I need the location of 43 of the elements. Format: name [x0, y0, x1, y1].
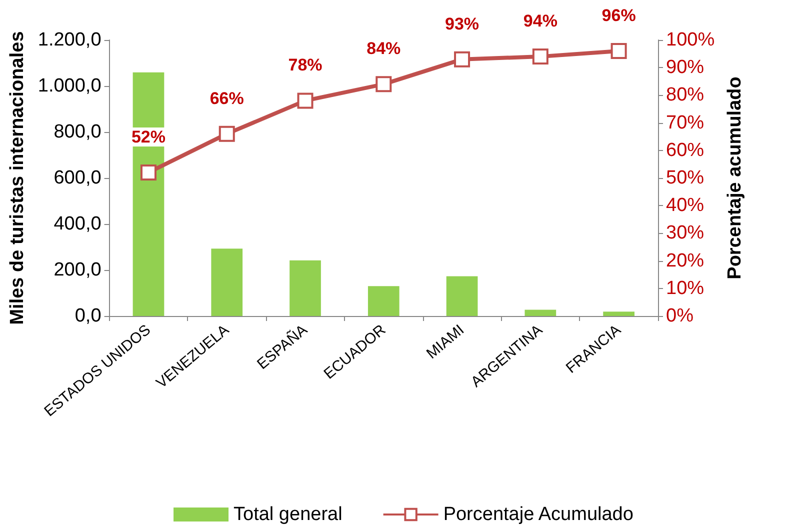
- data-label: 96%: [602, 6, 636, 26]
- point: [610, 43, 627, 60]
- y2-tick-label: 10%: [666, 278, 704, 299]
- bar: [603, 312, 634, 316]
- point: [532, 48, 548, 65]
- y2-axis-title: Porcentaje acumulado: [724, 76, 746, 280]
- y-axis-title: Miles de turistas internacionales: [7, 31, 28, 325]
- y-tick-label: 1.000,0: [38, 76, 102, 96]
- y-tick-label: 800,0: [54, 122, 102, 142]
- bar: [290, 260, 321, 316]
- y2-tick-label: 20%: [666, 250, 704, 272]
- bar: [211, 248, 243, 316]
- bar: [368, 286, 400, 316]
- y2-tick-label: 70%: [666, 112, 704, 134]
- y-tick-label: 200,0: [54, 260, 102, 280]
- y2-tick-label: 60%: [666, 140, 704, 161]
- data-label: 94%: [523, 12, 558, 31]
- y2-tick-label: 80%: [666, 84, 704, 106]
- y2-tick-label: 30%: [666, 222, 704, 244]
- bar: [132, 72, 164, 316]
- point: [140, 164, 156, 180]
- point: [218, 126, 235, 142]
- y2-tick-label: 100%: [666, 30, 715, 50]
- y-tick-label: 0,0: [74, 306, 102, 326]
- y2-tick-label: 40%: [666, 195, 704, 216]
- point: [376, 76, 392, 92]
- data-label: 84%: [366, 39, 401, 58]
- y-tick-label: 400,0: [54, 214, 102, 234]
- point: [454, 51, 470, 68]
- y2-tick-label: 50%: [666, 168, 704, 188]
- data-label: 93%: [445, 14, 480, 34]
- y-tick-label: 600,0: [54, 168, 102, 188]
- y2-tick-label: 0%: [666, 306, 694, 326]
- bar: [446, 276, 478, 316]
- legend-label: Total general: [234, 504, 342, 525]
- data-label: 52%: [131, 127, 166, 146]
- bar: [524, 310, 556, 316]
- y2-tick-label: 90%: [666, 57, 704, 78]
- data-label: 78%: [288, 56, 322, 75]
- point: [297, 92, 314, 109]
- legend-label: Porcentaje Acumulado: [443, 504, 634, 525]
- y-tick-label: 1.200,0: [38, 30, 102, 50]
- data-label: 66%: [210, 88, 244, 108]
